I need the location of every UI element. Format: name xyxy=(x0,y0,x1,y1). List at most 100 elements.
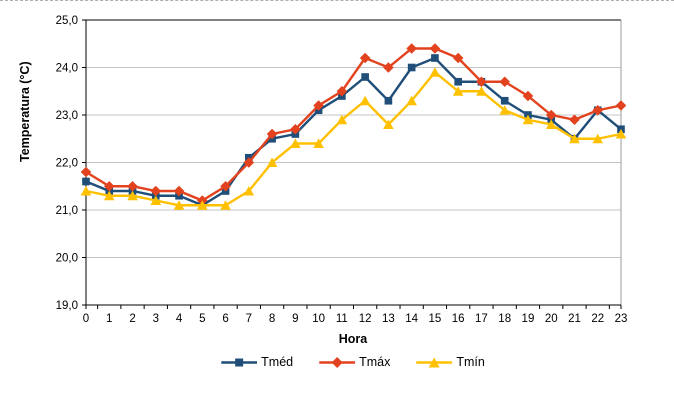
marker-diamond xyxy=(592,104,604,116)
y-tick-label: 24,0 xyxy=(56,63,78,75)
marker-diamond xyxy=(499,76,510,88)
chart-legend: Tméd Tmáx Tmín xyxy=(221,355,485,369)
x-tick-label: 10 xyxy=(312,313,325,325)
y-tick-label: 20,0 xyxy=(56,253,78,265)
x-tick-label: 14 xyxy=(405,313,418,325)
marker-triangle xyxy=(615,128,627,139)
marker-square xyxy=(384,96,393,105)
legend-marker-square-icon xyxy=(221,358,258,366)
marker-diamond xyxy=(522,90,534,102)
x-tick-label: 22 xyxy=(591,313,604,325)
series-line-Tmáx xyxy=(85,47,622,202)
marker-triangle xyxy=(476,86,487,96)
x-tick-label: 5 xyxy=(199,313,205,325)
marker-triangle xyxy=(243,185,255,196)
marker-diamond xyxy=(313,100,324,111)
x-tick-label: 1 xyxy=(106,313,112,325)
x-tick-label: 8 xyxy=(269,313,275,325)
x-tick-label: 2 xyxy=(129,313,135,325)
x-tick-label: 13 xyxy=(382,313,395,325)
marker-diamond xyxy=(290,123,301,135)
marker-diamond xyxy=(429,43,441,54)
marker-triangle xyxy=(569,133,580,144)
marker-diamond xyxy=(336,85,348,97)
marker-triangle xyxy=(197,200,208,210)
marker-triangle xyxy=(522,114,534,125)
legend-item-Tmín: Tmín xyxy=(416,355,485,369)
y-tick-label: 19,0 xyxy=(56,300,78,312)
x-tick-label: 18 xyxy=(498,313,511,325)
x-tick-label: 23 xyxy=(615,313,628,325)
marker-triangle xyxy=(150,195,162,206)
marker-triangle xyxy=(383,119,394,130)
marker-triangle xyxy=(545,119,557,130)
x-tick-label: 17 xyxy=(475,313,488,325)
marker-triangle xyxy=(406,95,417,106)
marker-triangle xyxy=(313,138,324,149)
marker-square xyxy=(407,63,416,72)
marker-triangle xyxy=(452,86,464,96)
marker-triangle xyxy=(127,190,138,201)
marker-triangle xyxy=(499,105,510,115)
x-tick-label: 6 xyxy=(222,313,228,325)
marker-triangle xyxy=(103,190,115,201)
marker-square xyxy=(500,96,509,105)
marker-diamond xyxy=(476,76,487,88)
legend-item-Tmáx: Tmáx xyxy=(319,355,390,369)
marker-triangle xyxy=(359,95,371,106)
marker-triangle xyxy=(266,157,278,168)
x-tick-label: 16 xyxy=(452,313,465,325)
legend-item-Tméd: Tméd xyxy=(221,355,293,369)
x-axis-title: Hora xyxy=(338,332,368,346)
marker-diamond xyxy=(150,185,162,197)
marker-diamond xyxy=(173,185,185,197)
x-tick-label: 7 xyxy=(246,313,252,325)
legend-label: Tmáx xyxy=(359,355,391,369)
marker-triangle xyxy=(429,67,441,77)
y-tick-label: 23,0 xyxy=(56,110,78,122)
marker-square xyxy=(454,77,462,86)
marker-square xyxy=(361,73,369,81)
legend-label: Tméd xyxy=(261,355,294,369)
marker-diamond xyxy=(452,52,464,64)
marker-diamond xyxy=(615,100,627,111)
series-line-Tméd xyxy=(85,56,622,207)
marker-square xyxy=(431,54,439,62)
legend-marker-triangle-icon xyxy=(416,357,453,367)
marker-triangle xyxy=(80,185,92,196)
x-tick-label: 0 xyxy=(83,313,89,325)
marker-diamond xyxy=(359,52,371,64)
marker-diamond xyxy=(383,62,394,73)
marker-diamond xyxy=(569,114,580,126)
marker-diamond xyxy=(406,43,417,54)
marker-diamond xyxy=(266,128,278,140)
series-line-Tmín xyxy=(85,70,622,207)
x-tick-label: 15 xyxy=(429,313,442,325)
y-tick-label: 25,0 xyxy=(56,15,78,27)
x-tick-label: 19 xyxy=(522,313,535,325)
marker-diamond xyxy=(220,180,231,192)
marker-triangle xyxy=(173,200,185,210)
marker-diamond xyxy=(127,180,138,192)
x-tick-label: 3 xyxy=(153,313,159,325)
marker-diamond xyxy=(243,157,255,168)
marker-diamond xyxy=(80,166,92,178)
marker-triangle xyxy=(592,133,604,144)
x-tick-label: 11 xyxy=(336,313,348,325)
x-tick-label: 20 xyxy=(545,313,558,325)
marker-triangle xyxy=(336,114,348,125)
marker-diamond xyxy=(103,180,115,192)
marker-triangle xyxy=(290,138,301,149)
selection-marquee-top xyxy=(0,0,674,1)
y-tick-label: 22,0 xyxy=(56,158,78,170)
x-tick-label: 9 xyxy=(292,313,298,325)
x-tick-label: 21 xyxy=(568,313,581,325)
marker-diamond xyxy=(545,109,557,121)
y-tick-label: 21,0 xyxy=(56,205,78,217)
marker-square xyxy=(82,177,90,186)
legend-label: Tmín xyxy=(456,355,485,369)
x-tick-label: 12 xyxy=(359,313,372,325)
x-tick-label: 4 xyxy=(176,313,183,325)
